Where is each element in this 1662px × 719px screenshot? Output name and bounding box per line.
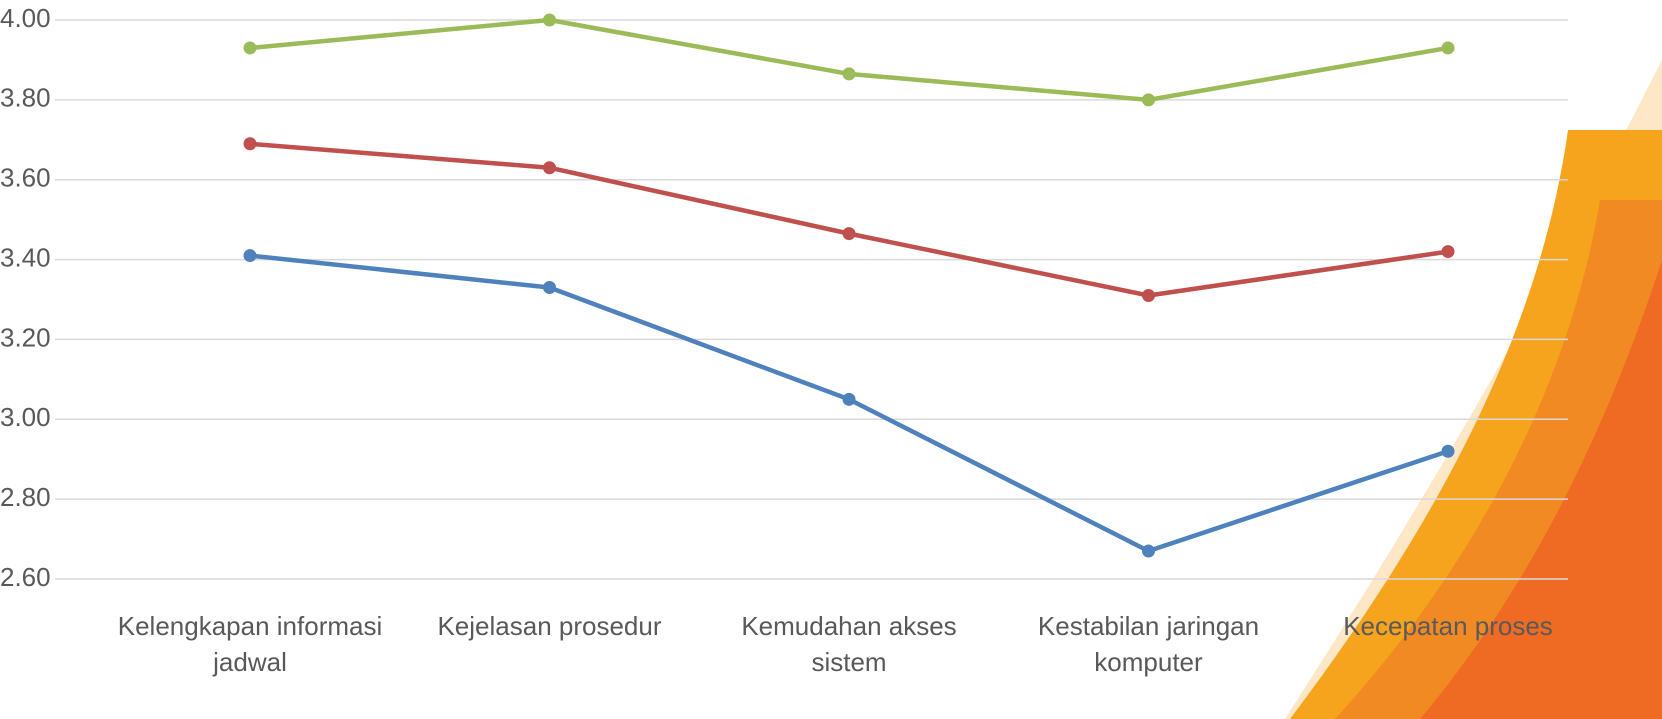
y-tick-label: 2.80	[0, 482, 51, 512]
data-point	[243, 249, 257, 263]
data-point	[842, 392, 856, 406]
decoration	[1285, 60, 1662, 719]
x-tick-label: Kejelasan prosedur	[437, 611, 661, 641]
data-point	[1142, 93, 1155, 107]
x-tick-label: Kelengkapan informasi jadwal	[118, 611, 383, 677]
data-point	[543, 13, 556, 27]
y-tick-label: 3.80	[0, 83, 51, 113]
data-point	[842, 227, 856, 241]
x-tick-label: Kemudahan akses sistem	[741, 611, 956, 677]
data-point	[1142, 544, 1155, 558]
y-tick-label: 2.60	[0, 562, 51, 592]
data-point	[1441, 41, 1455, 55]
x-tick-label: Kecepatan proses	[1343, 611, 1553, 641]
data-point	[543, 161, 556, 175]
data-point	[1441, 444, 1455, 458]
series-line	[249, 17, 1449, 103]
data-point	[243, 41, 257, 55]
x-tick-label: Kestabilan jaringan komputer	[1038, 611, 1259, 677]
data-point	[1441, 245, 1455, 259]
decor-dark	[1420, 260, 1662, 719]
y-tick-label: 4.00	[0, 3, 51, 33]
data-point	[842, 67, 856, 81]
y-tick-label: 3.00	[0, 402, 51, 432]
y-tick-label: 3.20	[0, 322, 51, 352]
y-tick-label: 3.60	[0, 163, 51, 193]
data-point	[543, 281, 556, 295]
y-tick-label: 3.40	[0, 242, 51, 272]
data-point	[1142, 289, 1155, 303]
data-point	[243, 137, 257, 151]
